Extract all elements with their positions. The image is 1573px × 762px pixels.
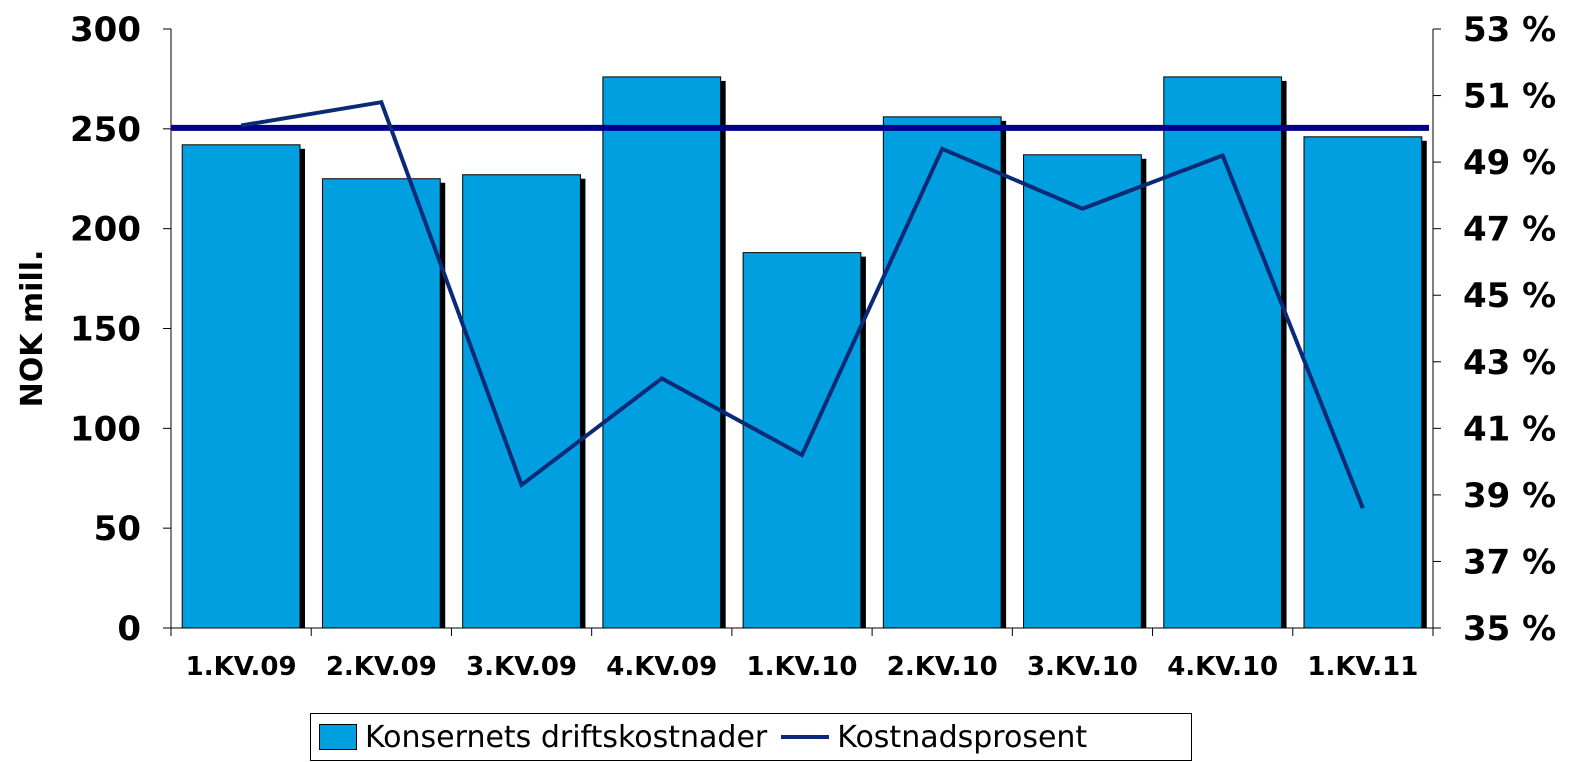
bar xyxy=(462,174,581,629)
y-tick-label-left: 250 xyxy=(70,110,141,150)
y-tick-label-left: 100 xyxy=(70,409,141,449)
bar xyxy=(321,178,441,629)
x-tick-label: 2.KV.10 xyxy=(887,652,998,682)
x-tick-label: 4.KV.09 xyxy=(606,652,717,682)
x-tick-label: 4.KV.10 xyxy=(1167,652,1278,682)
legend-line-swatch xyxy=(781,735,830,739)
x-tick-label: 1.KV.09 xyxy=(186,652,297,682)
y-axis-title: NOK mill. xyxy=(15,250,50,408)
y-tick-label-right: 35 % xyxy=(1463,609,1556,649)
legend-bar-swatch xyxy=(319,724,357,750)
y-tick-label-right: 41 % xyxy=(1463,409,1556,449)
bar xyxy=(1303,136,1423,629)
y-tick-label-right: 37 % xyxy=(1463,542,1556,582)
y-tick-label-right: 39 % xyxy=(1463,476,1556,516)
y-tick-label-right: 53 % xyxy=(1463,10,1556,50)
legend-line-label: Kostnadsprosent xyxy=(837,719,1088,755)
x-tick-label: 3.KV.09 xyxy=(466,652,577,682)
y-tick-label-left: 0 xyxy=(117,609,141,649)
bar xyxy=(1023,154,1142,629)
y-tick-label-left: 300 xyxy=(70,10,141,50)
legend: Konsernets driftskostnader Kostnadsprose… xyxy=(310,713,1192,761)
y-tick-label-right: 51 % xyxy=(1463,77,1556,117)
x-tick-label: 1.KV.10 xyxy=(747,652,858,682)
x-tick-label: 2.KV.09 xyxy=(326,652,437,682)
y-tick-label-right: 45 % xyxy=(1463,276,1556,316)
y-tick-label-left: 150 xyxy=(70,310,141,350)
y-tick-label-left: 200 xyxy=(70,210,141,250)
x-tick-label: 3.KV.10 xyxy=(1027,652,1138,682)
legend-bar-label: Konsernets driftskostnader xyxy=(365,719,768,755)
bar xyxy=(742,252,862,629)
bar xyxy=(882,116,1002,629)
x-tick-label: 1.KV.11 xyxy=(1307,652,1418,682)
bar xyxy=(181,144,301,629)
y-tick-label-right: 47 % xyxy=(1463,210,1556,250)
y-tick-label-right: 49 % xyxy=(1463,143,1556,183)
bar xyxy=(602,76,722,629)
y-tick-label-right: 43 % xyxy=(1463,343,1556,383)
y-tick-label-left: 50 xyxy=(94,509,141,549)
